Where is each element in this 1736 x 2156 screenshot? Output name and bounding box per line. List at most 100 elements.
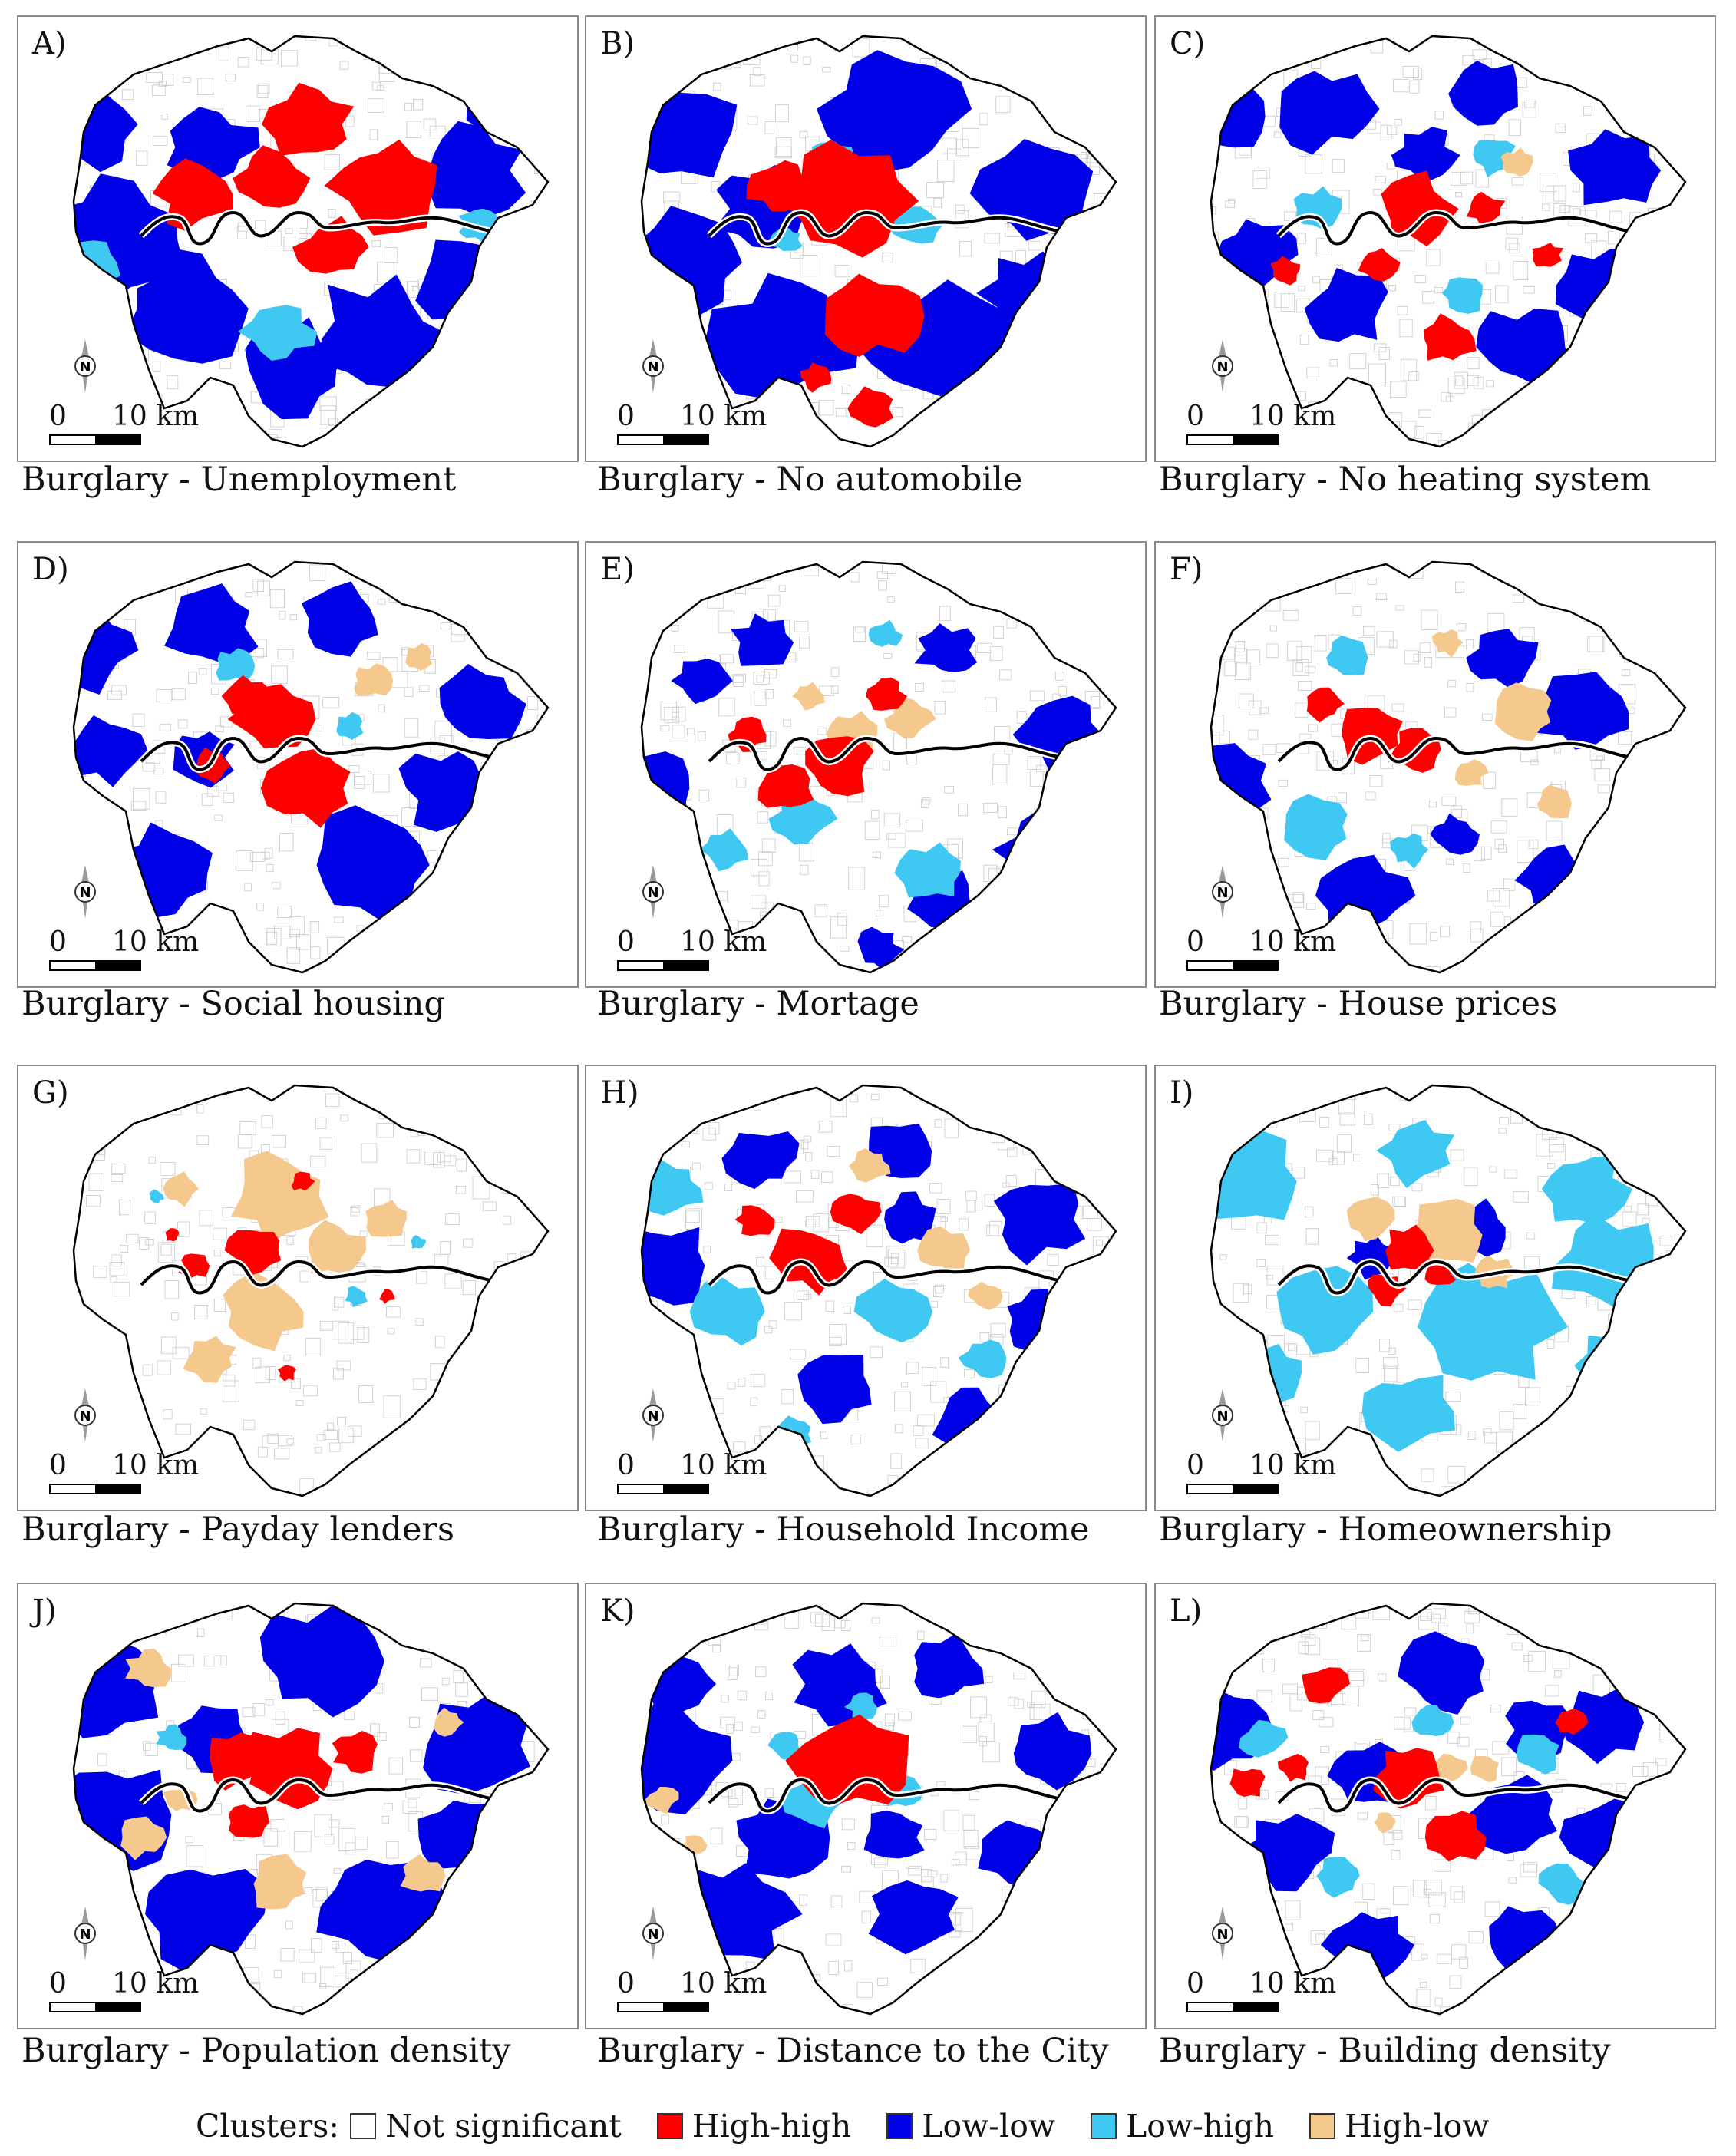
- scale-zero: 0: [617, 1968, 635, 1999]
- london-cluster-map: [640, 1602, 1117, 2016]
- scale-label: 10 km: [112, 401, 200, 432]
- panel-caption: Burglary - Building density: [1159, 2032, 1611, 2070]
- cluster-patch: [868, 619, 903, 647]
- scale-bar: 0 10 km: [49, 926, 203, 972]
- legend-label-low-low: Low-low: [922, 2108, 1056, 2144]
- scale-zero: 0: [617, 401, 635, 432]
- cluster-patch: [1302, 1667, 1350, 1704]
- london-cluster-map: [72, 1084, 550, 1497]
- cluster-patch: [805, 736, 874, 797]
- thames-river: [140, 1778, 495, 1813]
- scale-label: 10 km: [680, 926, 767, 958]
- cluster-patch: [259, 1605, 384, 1718]
- cluster-high-high: [746, 140, 925, 428]
- cluster-patch: [1441, 277, 1483, 314]
- panel-caption: Burglary - Household Income: [597, 1511, 1090, 1549]
- scale-zero: 0: [617, 926, 635, 958]
- north-arrow-icon: N: [642, 1388, 664, 1442]
- cluster-patch: [671, 659, 733, 705]
- cluster-patch: [1239, 1719, 1289, 1758]
- london-cluster-map: [1210, 1084, 1687, 1497]
- cluster-patch: [847, 386, 894, 428]
- thames-river: [708, 736, 1063, 771]
- cluster-patch: [914, 623, 978, 672]
- scale-label: 10 km: [112, 1450, 200, 1481]
- thames-river: [1277, 210, 1632, 246]
- cluster-patch: [824, 273, 925, 358]
- scale-bar: 0 10 km: [49, 401, 203, 447]
- london-boundary-fill: [74, 1085, 548, 1496]
- panel-caption: Burglary - Social housing: [21, 985, 446, 1023]
- cluster-high-high: [165, 1171, 395, 1382]
- map-panel-i: I) N 0 10 km: [1154, 1065, 1716, 1511]
- cluster-patch: [642, 81, 738, 178]
- london-boundary: [640, 1084, 1117, 1497]
- cluster-patch: [1430, 813, 1480, 855]
- north-arrow-icon: N: [642, 865, 664, 919]
- cluster-patch: [427, 121, 526, 219]
- north-arrow-icon: N: [74, 339, 96, 393]
- cluster-patch: [642, 1227, 705, 1306]
- cluster-patch: [1466, 191, 1506, 227]
- scale-bar: 0 10 km: [1186, 401, 1340, 447]
- cluster-patch: [238, 305, 318, 361]
- map-panel-k: K) N 0 10 km: [585, 1583, 1147, 2029]
- cluster-patch: [894, 842, 961, 898]
- panel-letter: E): [600, 552, 635, 587]
- cluster-high-high: [1229, 1667, 1589, 1862]
- cluster-patch: [126, 248, 249, 364]
- london-cluster-map: [72, 560, 550, 974]
- cluster-patch: [145, 1869, 269, 1973]
- cluster-patch: [1516, 1734, 1559, 1775]
- cluster-low-high: [156, 1724, 187, 1750]
- scale-label: 10 km: [680, 1968, 767, 1999]
- scale-zero: 0: [49, 401, 67, 432]
- legend-label-low-high: Low-high: [1126, 2108, 1275, 2144]
- cluster-patch: [863, 1810, 925, 1859]
- legend-label-not-significant: Not significant: [385, 2108, 622, 2144]
- cluster-patch: [746, 160, 812, 212]
- cluster-patch: [223, 1271, 304, 1352]
- cluster-patch: [221, 675, 270, 716]
- thames-river: [1277, 736, 1632, 771]
- london-cluster-map: [72, 35, 550, 448]
- scale-bar: 0 10 km: [1186, 1450, 1340, 1496]
- cluster-patch: [1432, 629, 1464, 658]
- map-panel-a: A) N 0 10 km: [17, 15, 579, 462]
- cluster-patch: [210, 1732, 269, 1791]
- map-panel-b: B) N 0 10 km: [585, 15, 1147, 462]
- scale-label: 10 km: [680, 401, 767, 432]
- panel-caption: Burglary - Population density: [21, 2032, 511, 2070]
- svg-text:N: N: [79, 359, 91, 375]
- scale-graphic: [617, 434, 709, 445]
- london-cluster-map: [72, 1602, 550, 2016]
- cluster-patch: [152, 158, 234, 231]
- cluster-patch: [1278, 1754, 1309, 1782]
- cluster-patch: [1418, 1263, 1569, 1381]
- map-panel-l: L) N 0 10 km: [1154, 1583, 1716, 2029]
- cluster-patch: [914, 1633, 985, 1699]
- cluster-high-low: [848, 1147, 1003, 1310]
- thames-river: [708, 1260, 1063, 1295]
- panel-caption: Burglary - Payday lenders: [21, 1511, 455, 1549]
- london-cluster-map: [640, 1084, 1117, 1497]
- london-cluster-map: [1210, 35, 1687, 448]
- cluster-patch: [149, 1189, 164, 1204]
- legend-swatch-high-high: [656, 2113, 683, 2139]
- cluster-patch: [439, 664, 526, 739]
- cluster-patch: [398, 751, 499, 832]
- cluster-patch: [74, 715, 148, 787]
- cluster-patch: [1494, 682, 1552, 741]
- cluster-patch: [1270, 256, 1301, 286]
- cluster-patch: [757, 764, 814, 808]
- cluster-high-low: [1432, 629, 1572, 819]
- scale-graphic: [617, 1484, 709, 1494]
- cluster-high-high: [210, 1728, 378, 1838]
- cluster-patch: [1381, 170, 1459, 247]
- scale-zero: 0: [1186, 926, 1204, 958]
- scale-graphic: [49, 434, 141, 445]
- svg-text:N: N: [647, 1927, 658, 1943]
- cluster-patch: [1279, 71, 1380, 155]
- london-cluster-map: [640, 35, 1117, 448]
- scale-graphic: [49, 2002, 141, 2012]
